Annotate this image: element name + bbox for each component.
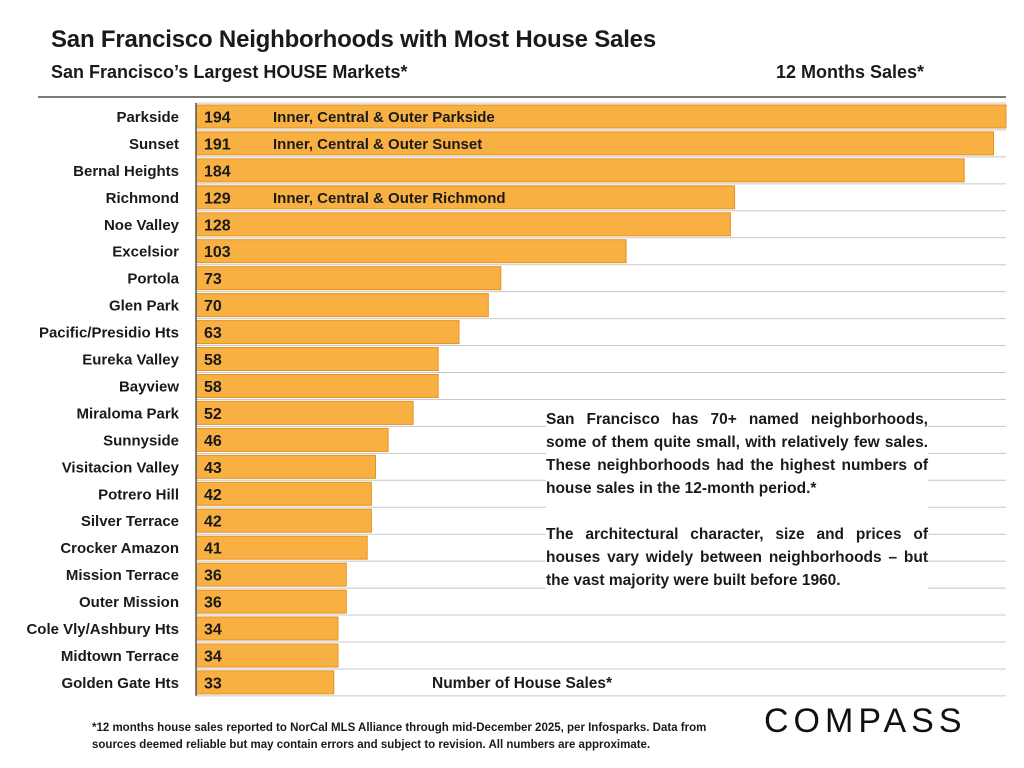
category-label: Noe Valley (104, 217, 180, 234)
category-label: Portola (127, 271, 179, 288)
source-footnote: *12 months house sales reported to NorCa… (92, 722, 707, 751)
category-label: Cole Vly/Ashbury Hts (26, 621, 179, 638)
category-label: Outer Mission (79, 594, 179, 611)
bar (195, 347, 439, 371)
category-label: Bayview (119, 378, 179, 395)
category-label: Sunset (129, 136, 179, 153)
bar-chart: Parkside 194 Inner, Central & Outer Parksi… (26, 102, 1007, 697)
category-label: Golden Gate Hts (61, 675, 179, 692)
value-label: 42 (204, 514, 222, 531)
category-label: Parkside (116, 109, 179, 126)
value-label: 129 (204, 190, 231, 207)
value-label: 34 (204, 648, 222, 665)
value-label: 58 (204, 352, 222, 369)
bar (195, 400, 414, 425)
category-label: Excelsior (112, 244, 179, 261)
value-label: 46 (204, 433, 222, 450)
category-label: Richmond (106, 190, 179, 207)
bar (195, 158, 965, 183)
value-label: 73 (204, 271, 222, 288)
value-label: 128 (204, 217, 231, 234)
bar (195, 454, 376, 479)
value-label: 36 (204, 568, 222, 585)
category-label: Crocker Amazon (60, 540, 179, 557)
bar (195, 293, 489, 318)
value-label: 70 (204, 298, 222, 315)
chart-subtitle: San Francisco’s Largest HOUSE Markets* (51, 62, 408, 82)
category-label: Glen Park (109, 298, 180, 315)
bar-note: Inner, Central & Outer Sunset (273, 136, 482, 153)
category-label: Mission Terrace (66, 567, 179, 584)
category-label: Pacific/Presidio Hts (39, 325, 179, 342)
period-label: 12 Months Sales* (776, 62, 925, 82)
bar (195, 266, 502, 291)
value-label: 184 (204, 163, 231, 180)
annotation-paragraph-2: The architectural character, size and pr… (546, 526, 928, 589)
value-label: 63 (204, 325, 222, 342)
value-label: 42 (204, 487, 222, 504)
value-label: 33 (204, 675, 222, 692)
value-label: 191 (204, 136, 231, 153)
x-axis-label: Number of House Sales* (432, 675, 613, 692)
bar (195, 481, 372, 506)
value-label: 103 (204, 244, 231, 261)
compass-logo: COMPASS (764, 702, 967, 740)
category-label: Bernal Heights (73, 163, 179, 180)
chart-title: San Francisco Neighborhoods with Most Ho… (51, 26, 656, 53)
category-label: Visitacion Valley (62, 459, 180, 476)
bar (195, 374, 439, 398)
category-label: Sunnyside (103, 432, 179, 449)
category-label: Midtown Terrace (61, 648, 179, 665)
bar-note: Inner, Central & Outer Richmond (273, 190, 506, 207)
category-label: Potrero Hill (98, 486, 179, 503)
bar-note: Inner, Central & Outer Parkside (273, 109, 495, 126)
bar (195, 427, 389, 452)
category-label: Eureka Valley (82, 352, 179, 369)
annotation-paragraph-1: San Francisco has 70+ named neighborhood… (546, 411, 928, 497)
value-label: 58 (204, 379, 222, 396)
bar (195, 508, 372, 533)
value-label: 194 (204, 109, 231, 126)
value-label: 36 (204, 595, 222, 612)
bar (195, 239, 627, 264)
annotation-box: San Francisco has 70+ named neighborhood… (546, 408, 928, 592)
value-label: 52 (204, 406, 222, 423)
bar (195, 320, 460, 345)
category-label: Miraloma Park (76, 405, 179, 422)
category-label: Silver Terrace (81, 513, 179, 530)
value-label: 43 (204, 460, 222, 477)
value-label: 41 (204, 541, 222, 558)
bar (195, 212, 731, 237)
value-label: 34 (204, 622, 222, 639)
header-divider (38, 96, 1006, 98)
